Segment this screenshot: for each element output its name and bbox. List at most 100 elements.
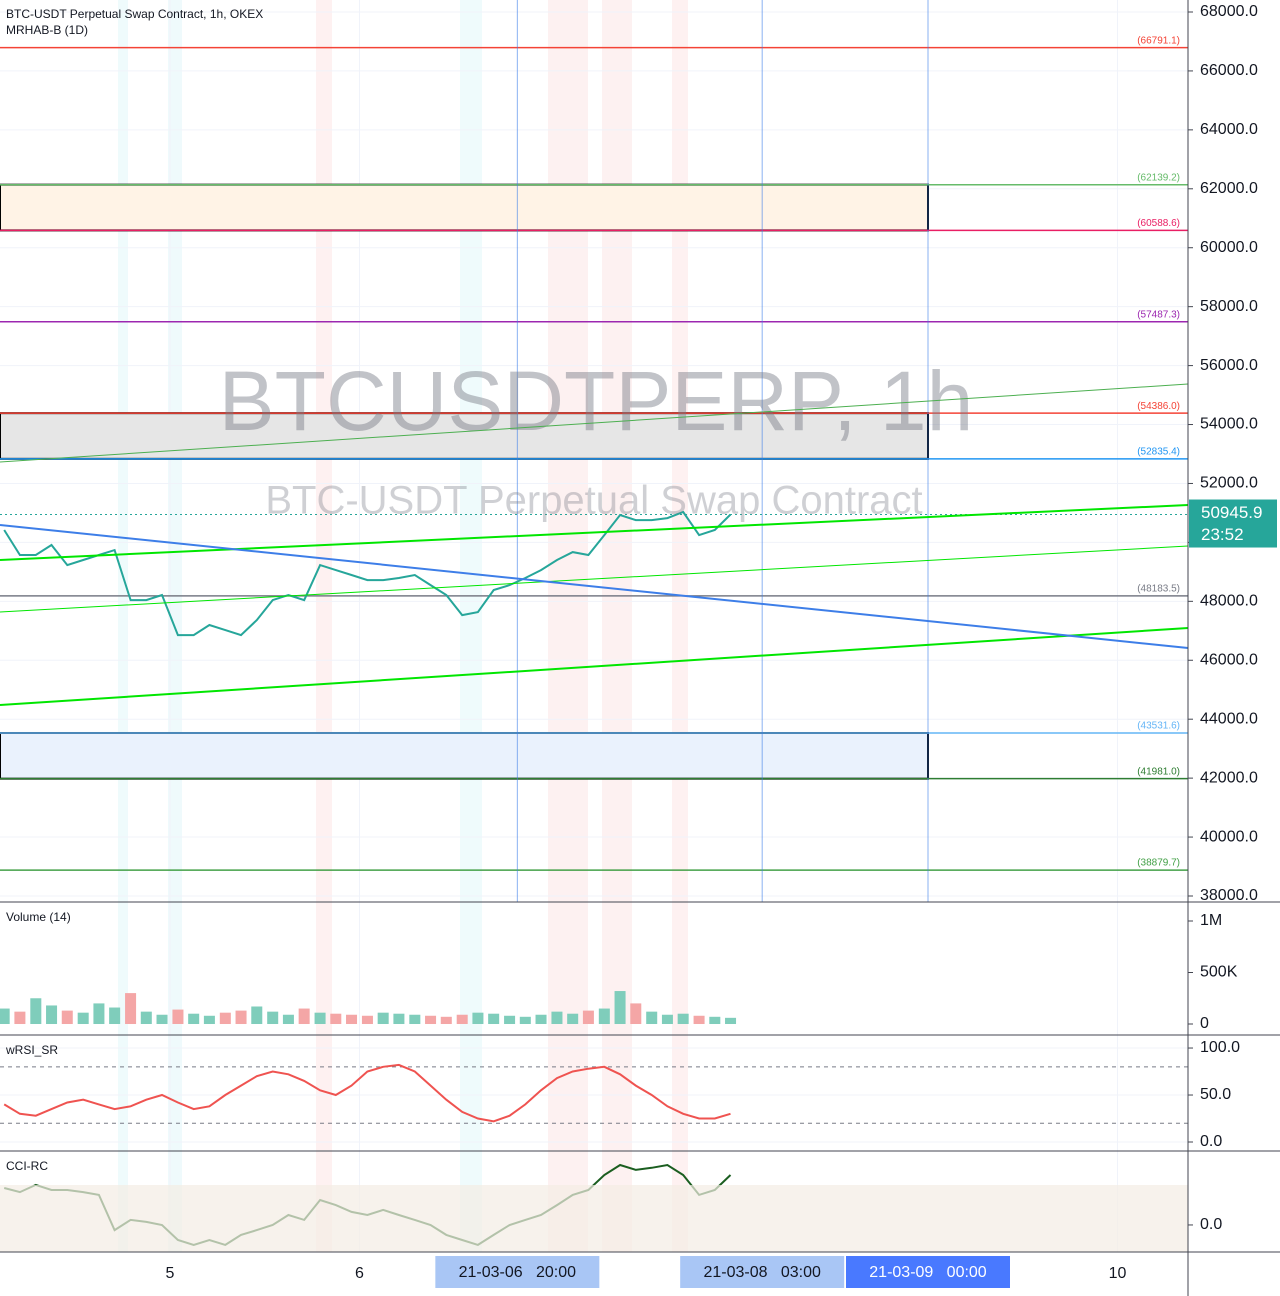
- y-tick-label: 50.0: [1200, 1086, 1231, 1103]
- time-label-box: [680, 1256, 845, 1288]
- chart-title: BTC-USDT Perpetual Swap Contract, 1h, OK…: [6, 7, 263, 21]
- volume-bar: [646, 1011, 658, 1025]
- volume-bar: [77, 1012, 89, 1025]
- volume-bar: [298, 1008, 310, 1025]
- volume-bar: [488, 1013, 500, 1025]
- volume-bar: [219, 1012, 231, 1025]
- volume-bar: [109, 1007, 121, 1025]
- level-label: (48183.5): [1137, 584, 1180, 595]
- indicator-line: [3, 1063, 731, 1123]
- volume-bar: [504, 1015, 516, 1025]
- volume-bar: [282, 1014, 294, 1025]
- y-tick-label: 62000.0: [1200, 180, 1258, 197]
- volume-bar: [330, 1013, 342, 1025]
- volume-bar: [140, 1011, 152, 1025]
- zone: [0, 183, 930, 232]
- pane-title: Volume (14): [6, 910, 71, 924]
- indicator-name: MRHAB-B (1D): [6, 23, 88, 37]
- time-label: 21-03-09 00:00: [869, 1264, 987, 1281]
- y-tick-label: 66000.0: [1200, 62, 1258, 79]
- volume-bar: [93, 1003, 105, 1025]
- time-label: 21-03-06 20:00: [459, 1264, 577, 1281]
- cci-band: [0, 1185, 1188, 1252]
- volume-bar: [267, 1011, 279, 1025]
- y-tick-label: 100.0: [1200, 1039, 1240, 1056]
- volume-bar: [614, 991, 626, 1025]
- volume-bar: [725, 1017, 737, 1025]
- volume-bar: [567, 1013, 579, 1025]
- pane-title: CCI-RC: [6, 1159, 48, 1173]
- level-label: (41981.0): [1137, 766, 1180, 777]
- volume-bar: [409, 1014, 421, 1025]
- volume-bar: [125, 993, 137, 1025]
- watermark-subtitle: BTC-USDT Perpetual Swap Contract: [265, 479, 922, 523]
- indicator-panes: 0 500K 1M 0.0 50.0 100.0 0.0: [0, 912, 1240, 1246]
- y-tick-label: 52000.0: [1200, 475, 1258, 492]
- level-label: (43531.6): [1137, 721, 1180, 732]
- level-label: (66791.1): [1137, 35, 1180, 46]
- level-label: (38879.7): [1137, 858, 1180, 869]
- volume-bar: [251, 1006, 263, 1025]
- volume-bar: [361, 1015, 373, 1025]
- y-tick-label: 54000.0: [1200, 416, 1258, 433]
- volume-bar: [235, 1010, 247, 1025]
- volume-bar: [156, 1014, 168, 1025]
- y-tick-label: 0.0: [1200, 1133, 1222, 1150]
- y-tick-label: 42000.0: [1200, 769, 1258, 786]
- volume-bar: [677, 1013, 689, 1025]
- volume-bar: [314, 1012, 326, 1025]
- watermark: BTCUSDTPERP, 1h: [219, 354, 974, 448]
- level-label: (62139.2): [1137, 172, 1180, 183]
- volume-bar: [188, 1013, 200, 1025]
- volume-bar: [535, 1014, 547, 1025]
- y-tick-label: 68000.0: [1200, 3, 1258, 20]
- price-pane: 38000.0 40000.0 42000.0 44000.0 46000.0 48000…: [0, 0, 1258, 1252]
- time-label-box: [846, 1256, 1011, 1288]
- y-tick-label: 60000.0: [1200, 239, 1258, 256]
- volume-bar: [598, 1008, 610, 1025]
- volume-bar: [30, 998, 42, 1025]
- last-price-box: [1189, 499, 1277, 548]
- y-tick-label: 0.0: [1200, 1216, 1222, 1233]
- last-price-label: 50945.9: [1201, 503, 1262, 522]
- time-label: 21-03-08 03:00: [703, 1264, 821, 1281]
- volume-bar: [472, 1012, 484, 1025]
- zone: [0, 731, 930, 780]
- volume-bar: [661, 1014, 673, 1025]
- countdown-label: 23:52: [1201, 525, 1244, 544]
- volume-bar: [172, 1009, 184, 1025]
- y-tick-label: 56000.0: [1200, 357, 1258, 374]
- y-tick-label: 500K: [1200, 964, 1238, 981]
- volume-bar: [551, 1011, 563, 1025]
- volume-bar: [203, 1015, 215, 1025]
- volume-bar: [14, 1011, 26, 1025]
- zone: [0, 412, 930, 460]
- pane-title: wRSI_SR: [5, 1043, 58, 1057]
- x-tick-label: 6: [355, 1265, 364, 1282]
- level-label: (54386.0): [1137, 401, 1180, 412]
- x-tick-label: 10: [1109, 1265, 1127, 1282]
- volume-bar: [0, 1008, 10, 1025]
- y-tick-label: 64000.0: [1200, 121, 1258, 138]
- y-tick-label: 58000.0: [1200, 298, 1258, 315]
- y-tick-label: 0: [1200, 1015, 1209, 1032]
- volume-bar: [630, 1003, 642, 1025]
- y-tick-label: 38000.0: [1200, 887, 1258, 904]
- volume-bar: [425, 1015, 437, 1025]
- volume-bar: [46, 1005, 58, 1025]
- volume-bar: [693, 1015, 705, 1025]
- x-tick-label: 5: [166, 1265, 175, 1282]
- volume-bar: [440, 1016, 452, 1025]
- level-label: (57487.3): [1137, 309, 1180, 320]
- volume-bar: [582, 1010, 594, 1025]
- volume-bar: [456, 1014, 468, 1025]
- volume-bar: [393, 1013, 405, 1025]
- trend-lines: [0, 383, 1189, 706]
- volume-bar: [519, 1016, 531, 1025]
- volume-bar: [346, 1014, 358, 1025]
- y-tick-label: 1M: [1200, 912, 1222, 929]
- volume-bar: [709, 1016, 721, 1025]
- y-tick-label: 48000.0: [1200, 593, 1258, 610]
- volume-bar: [377, 1012, 389, 1025]
